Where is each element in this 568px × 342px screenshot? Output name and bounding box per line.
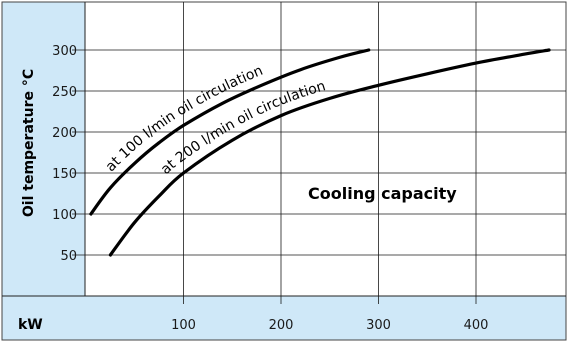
cooling-capacity-annotation: Cooling capacity bbox=[308, 184, 457, 203]
x-tick-label-400: 400 bbox=[464, 318, 489, 333]
series-line-1 bbox=[89, 48, 371, 216]
series-line-2 bbox=[108, 48, 551, 257]
x-axis-title: kW bbox=[18, 317, 43, 333]
x-axis-panel bbox=[2, 296, 566, 340]
y-tick-label-150: 150 bbox=[52, 167, 77, 182]
y-axis-panel bbox=[2, 2, 85, 296]
y-tick-label-200: 200 bbox=[52, 126, 77, 141]
y-axis-title: Oil temperature °C bbox=[21, 69, 37, 217]
y-tick-label-50: 50 bbox=[60, 249, 77, 264]
y-tick-label-250: 250 bbox=[52, 85, 77, 100]
x-tick-label-100: 100 bbox=[171, 318, 196, 333]
y-tick-label-300: 300 bbox=[52, 44, 77, 59]
y-tick-label-100: 100 bbox=[52, 208, 77, 223]
x-tick-label-300: 300 bbox=[366, 318, 391, 333]
x-tick-label-200: 200 bbox=[269, 318, 294, 333]
